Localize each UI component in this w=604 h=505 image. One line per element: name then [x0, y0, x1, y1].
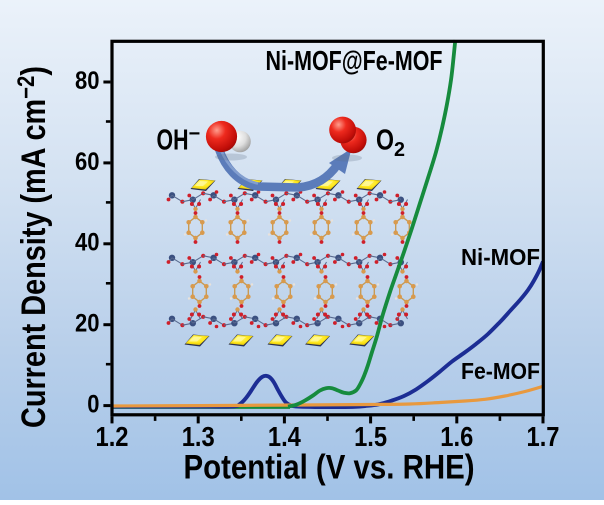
- svg-text:40: 40: [75, 229, 100, 257]
- svg-text:OH: OH: [157, 125, 189, 157]
- svg-text:2: 2: [394, 139, 405, 161]
- svg-text:Ni-MOF@Fe-MOF: Ni-MOF@Fe-MOF: [266, 45, 443, 76]
- svg-text:20: 20: [75, 310, 100, 338]
- svg-text:1.7: 1.7: [527, 421, 560, 452]
- svg-text:1.4: 1.4: [268, 421, 301, 452]
- svg-text:1.5: 1.5: [354, 421, 387, 452]
- svg-text:1.2: 1.2: [96, 421, 129, 452]
- svg-text:1.3: 1.3: [182, 421, 215, 452]
- svg-text:60: 60: [75, 148, 100, 176]
- svg-text:0: 0: [87, 391, 99, 419]
- svg-text:1.6: 1.6: [440, 421, 473, 452]
- svg-text:−: −: [189, 123, 201, 145]
- svg-text:Ni-MOF: Ni-MOF: [461, 244, 540, 270]
- svg-text:80: 80: [75, 67, 100, 95]
- svg-text:Fe-MOF: Fe-MOF: [461, 358, 540, 384]
- svg-text:O: O: [376, 125, 394, 157]
- svg-text:Current Density (mA cm−2): Current Density (mA cm−2): [13, 66, 53, 428]
- svg-text:Potential (V vs. RHE): Potential (V vs. RHE): [184, 449, 475, 487]
